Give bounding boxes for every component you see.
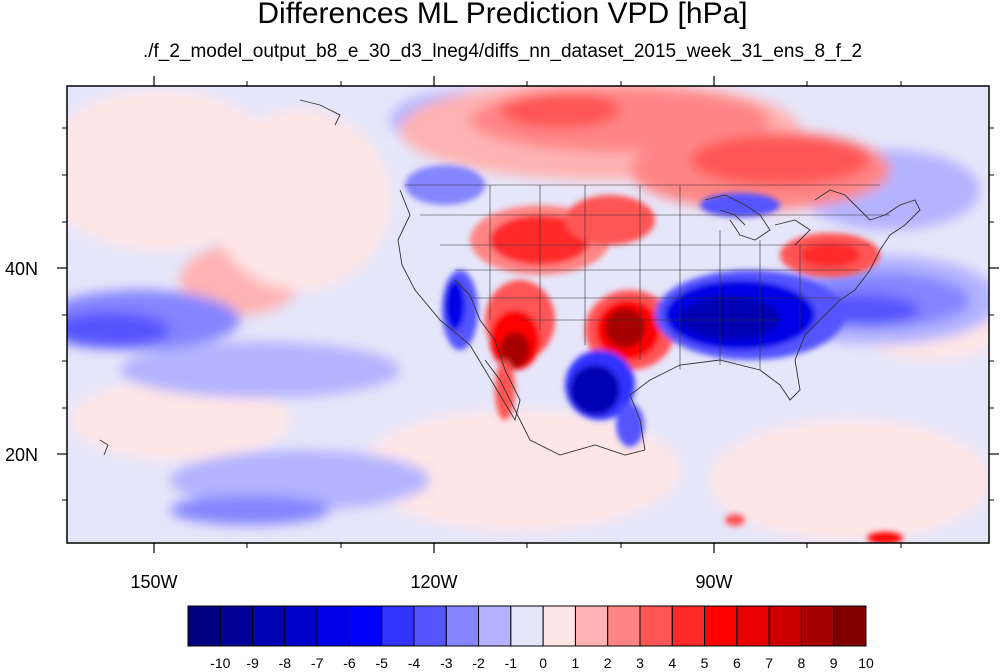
colorbar-box bbox=[316, 605, 350, 647]
colorbar-box bbox=[219, 605, 254, 647]
colorbar-label: -8 bbox=[279, 655, 292, 671]
continental-patches bbox=[405, 165, 903, 543]
colorbar-box bbox=[671, 605, 706, 647]
colorbar-label: -2 bbox=[472, 655, 485, 671]
colorbar-label: -9 bbox=[246, 655, 259, 671]
colorbar-box bbox=[348, 605, 383, 647]
colorbar-box bbox=[800, 605, 835, 647]
axis-minor-ticks bbox=[62, 81, 994, 548]
colorbar-label: 0 bbox=[539, 655, 547, 671]
colorbar-label: -6 bbox=[343, 655, 356, 671]
colorbar-box bbox=[542, 605, 576, 647]
colorbar-label: 5 bbox=[701, 655, 709, 671]
colorbar-label: -1 bbox=[505, 655, 518, 671]
state-borders bbox=[405, 184, 890, 370]
axis-ticks bbox=[57, 76, 999, 553]
colorbar-label: -10 bbox=[210, 655, 230, 671]
colorbar-label: 4 bbox=[668, 655, 676, 671]
colorbar-label: 2 bbox=[604, 655, 612, 671]
lat-tick-label-20n: 20N bbox=[5, 445, 38, 465]
colorbar-label: 3 bbox=[636, 655, 644, 671]
colorbar-box bbox=[833, 605, 867, 647]
colorbar-label: 1 bbox=[572, 655, 580, 671]
colorbar-box bbox=[639, 605, 673, 647]
difference-field bbox=[67, 86, 989, 543]
colorbar bbox=[187, 605, 867, 647]
coastline-outline bbox=[99, 99, 921, 456]
colorbar-box bbox=[445, 605, 480, 647]
colorbar-box bbox=[284, 605, 318, 647]
colorbar-box bbox=[510, 605, 544, 647]
colorbar-label: 7 bbox=[765, 655, 773, 671]
colorbar-labels: -10 -9 -8 -7 -6 -5 -4 -3 -2 -1 0 1 2 3 4 5 6 7 8 9 10 bbox=[210, 655, 874, 671]
lat-tick-label-40n: 40N bbox=[5, 259, 38, 279]
lon-tick-label-120w: 120W bbox=[410, 572, 457, 592]
colorbar-box bbox=[413, 605, 447, 647]
colorbar-label: 8 bbox=[798, 655, 806, 671]
colorbar-label: -4 bbox=[408, 655, 421, 671]
colorbar-box bbox=[574, 605, 609, 647]
colorbar-label: -5 bbox=[375, 655, 388, 671]
colorbar-box bbox=[607, 605, 641, 647]
lon-tick-label-150w: 150W bbox=[130, 572, 177, 592]
colorbar-box bbox=[478, 605, 512, 647]
broad-field-patches bbox=[67, 86, 989, 540]
map-subtitle: ./f_2_model_output_b8_e_30_d3_lneg4/diff… bbox=[142, 41, 863, 62]
map-title: Differences ML Prediction VPD [hPa] bbox=[257, 0, 748, 30]
colorbar-label: -3 bbox=[440, 655, 453, 671]
colorbar-box bbox=[736, 605, 770, 647]
colorbar-box bbox=[252, 605, 286, 647]
colorbar-label: 9 bbox=[830, 655, 838, 671]
colorbar-box bbox=[768, 605, 802, 647]
lon-tick-label-90w: 90W bbox=[695, 572, 732, 592]
colorbar-label: 6 bbox=[733, 655, 741, 671]
colorbar-box bbox=[381, 605, 415, 647]
colorbar-label: 10 bbox=[858, 655, 874, 671]
colorbar-box bbox=[187, 605, 221, 647]
colorbar-label: -7 bbox=[311, 655, 324, 671]
colorbar-box bbox=[704, 605, 738, 647]
